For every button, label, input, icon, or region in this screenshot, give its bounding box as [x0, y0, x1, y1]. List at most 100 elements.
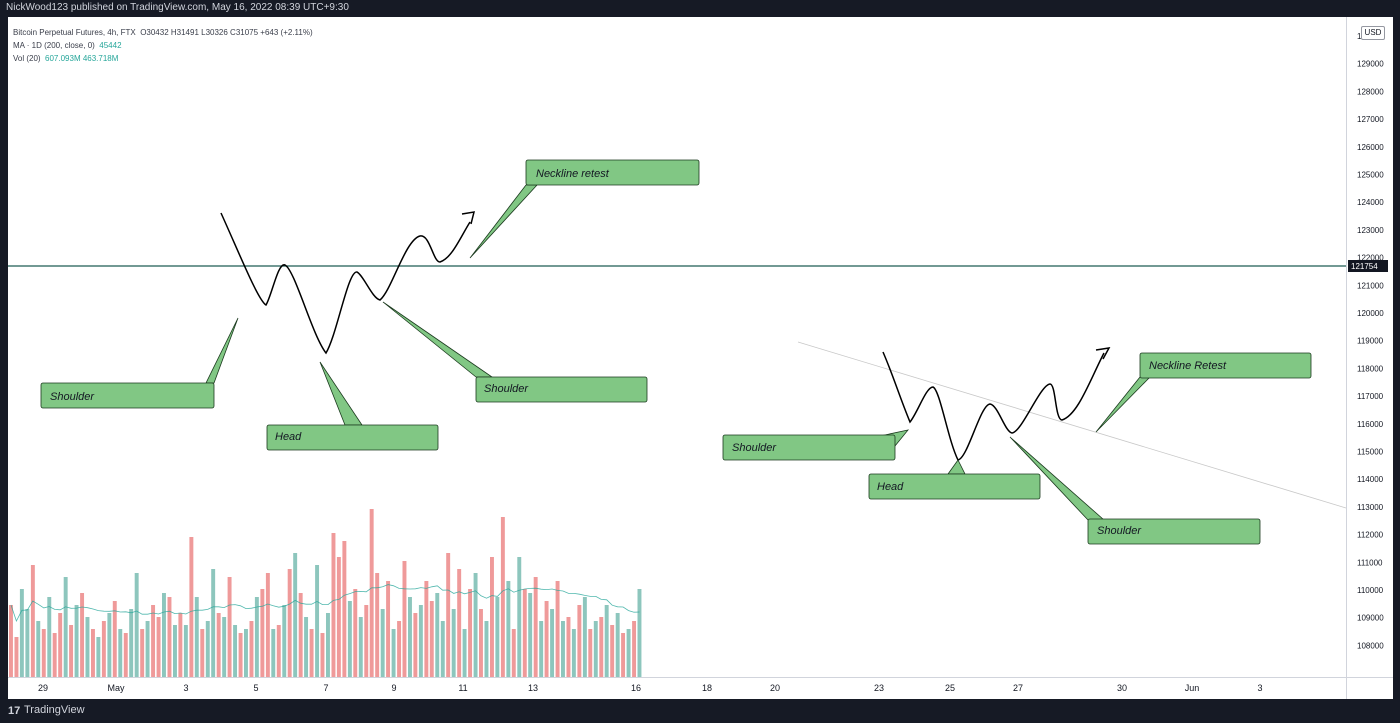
price-tick-label: 118000	[1357, 364, 1384, 373]
volume-bar	[632, 621, 637, 677]
volume-layer	[9, 509, 642, 677]
volume-bar	[457, 569, 462, 677]
date-tick-label: 18	[702, 683, 712, 693]
volume-bar	[298, 593, 303, 677]
volume-bar	[588, 629, 593, 677]
price-tick-label: 110000	[1357, 586, 1384, 595]
volume-bar	[435, 593, 440, 677]
price-tick-label: 117000	[1357, 392, 1384, 401]
callout-text: Shoulder	[50, 391, 95, 403]
callout-shoulder-right-2[interactable]: Shoulder	[1009, 436, 1261, 545]
date-tick-label: 20	[770, 683, 780, 693]
volume-bar	[276, 625, 281, 677]
callout-shoulder-left[interactable]: Shoulder	[40, 317, 239, 409]
volume-bar	[287, 569, 292, 677]
volume-bar	[626, 629, 631, 677]
callout-shoulder-right-1[interactable]: Shoulder	[722, 429, 910, 461]
pattern-path-right	[882, 351, 1105, 461]
date-tick-labels: 29 May 3 5 7 9 11 13 16 18 20 23 25 27 30 Jun 3	[38, 683, 1263, 693]
axis-corner[interactable]	[1346, 677, 1393, 700]
date-tick-label: 3	[183, 683, 188, 693]
date-tick-label: 27	[1013, 683, 1023, 693]
price-tick-label: 126000	[1357, 143, 1384, 152]
volume-bar	[194, 597, 199, 677]
callout-neckline-retest-left[interactable]: Neckline retest	[469, 159, 700, 259]
price-tick-label: 124000	[1357, 198, 1384, 207]
date-tick-label: 29	[38, 683, 48, 693]
volume-bar	[386, 581, 391, 677]
volume-bar	[550, 609, 555, 677]
volume-bar	[47, 597, 52, 677]
currency-badge[interactable]: USD	[1361, 26, 1385, 40]
price-tick-label: 127000	[1357, 115, 1384, 124]
volume-bar	[36, 621, 41, 677]
price-axis[interactable]	[1346, 17, 1393, 677]
current-price-badge: 121754	[1348, 260, 1388, 272]
volume-bar	[238, 633, 243, 677]
volume-bar	[506, 581, 511, 677]
callout-shoulder-mid[interactable]: Shoulder	[382, 301, 648, 403]
volume-bar	[69, 625, 74, 677]
volume-bar	[462, 629, 467, 677]
volume-bar	[451, 609, 456, 677]
chart-legend[interactable]: Bitcoin Perpetual Futures, 4h, FTX O3043…	[13, 26, 313, 65]
volume-bar	[473, 573, 478, 677]
volume-bar	[408, 597, 412, 677]
volume-bar	[216, 613, 221, 677]
volume-bar	[63, 577, 68, 677]
volume-bar	[260, 589, 265, 677]
volume-bar	[282, 605, 287, 677]
pattern-path-left	[220, 212, 471, 355]
volume-bar	[593, 621, 598, 677]
time-axis[interactable]	[8, 677, 1346, 700]
legend-vol-label: Vol (20)	[13, 54, 41, 63]
volume-bar	[528, 593, 533, 677]
volume-bar	[85, 617, 90, 677]
price-tick-labels: 1300001290001280001270001260001250001240…	[1357, 32, 1384, 650]
volume-bar	[151, 605, 156, 677]
volume-bar	[156, 617, 161, 677]
price-tick-label: 114000	[1357, 475, 1384, 484]
volume-bar	[134, 573, 139, 677]
volume-bar	[205, 621, 210, 677]
volume-bar	[19, 589, 24, 677]
chart-area[interactable]	[8, 17, 1346, 677]
volume-bar	[315, 565, 320, 677]
volume-bar	[621, 633, 626, 677]
date-tick-label: May	[107, 683, 125, 693]
price-tick-label: 122000	[1357, 254, 1384, 263]
volume-bar	[468, 589, 473, 677]
date-tick-label: 25	[945, 683, 955, 693]
callout-text: Head	[877, 481, 904, 493]
callout-head-right[interactable]: Head	[868, 459, 1041, 500]
legend-symbol: Bitcoin Perpetual Futures, 4h, FTX	[13, 28, 136, 37]
volume-bar	[418, 605, 423, 677]
volume-bar	[183, 625, 188, 677]
callout-head-left[interactable]: Head	[266, 361, 439, 451]
current-price-text: 121754	[1351, 262, 1378, 271]
volume-bar	[233, 625, 238, 677]
volume-bar	[615, 613, 620, 677]
volume-bar	[413, 613, 418, 677]
date-tick-label: 3	[1257, 683, 1262, 693]
callout-text: Shoulder	[732, 442, 777, 454]
arrow-head-left	[461, 211, 476, 225]
volume-bar	[424, 581, 429, 677]
price-tick-label: 108000	[1357, 641, 1384, 650]
price-tick-label: 112000	[1357, 531, 1384, 540]
price-tick-label: 109000	[1357, 614, 1384, 623]
published-text: NickWood123 published on TradingView.com…	[6, 2, 349, 13]
volume-bar	[80, 593, 85, 677]
volume-bar	[577, 605, 582, 677]
callout-text: Shoulder	[1097, 525, 1142, 537]
price-tick-label: 120000	[1357, 309, 1384, 318]
date-tick-label: 23	[874, 683, 884, 693]
callout-neckline-retest-right[interactable]: Neckline Retest	[1095, 352, 1312, 433]
volume-bar	[582, 597, 587, 677]
price-tick-label: 115000	[1357, 448, 1384, 457]
volume-bar	[353, 589, 358, 677]
volume-bar	[244, 629, 248, 677]
trendline	[797, 341, 1347, 509]
legend-vol-values: 607.093M 463.718M	[45, 54, 119, 63]
